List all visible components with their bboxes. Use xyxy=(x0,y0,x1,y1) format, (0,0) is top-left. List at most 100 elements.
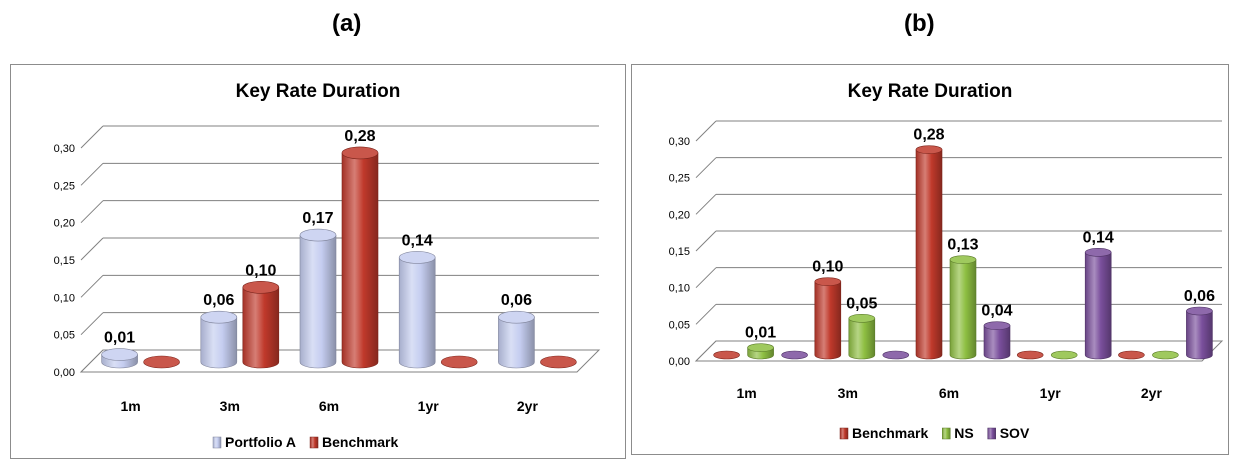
data-label: 0,10 xyxy=(245,262,276,279)
x-tick-label: 1yr xyxy=(1040,385,1062,401)
x-tick-label: 3m xyxy=(838,385,858,401)
bar-top-ns xyxy=(949,255,977,264)
y-tick-label: 0,15 xyxy=(669,246,690,258)
x-tick-label: 1m xyxy=(120,398,140,414)
bar-portfolio-a xyxy=(398,257,436,369)
bar-top-ns xyxy=(747,343,774,352)
bar-benchmark xyxy=(341,152,379,369)
bar-ns xyxy=(949,259,977,360)
legend-label: Portfolio A xyxy=(225,434,296,450)
bar-top-sov xyxy=(983,321,1011,330)
bar-top-sov xyxy=(1186,306,1213,316)
bar-sov xyxy=(1186,310,1213,360)
panel-label-b: (b) xyxy=(904,10,935,37)
data-label: 0,04 xyxy=(981,303,1012,320)
chart-a-svg: Key Rate Duration 0,00 0,05 0,10 0,15 0,20 0,2… xyxy=(54,81,601,450)
y-tick-label: 0,15 xyxy=(54,255,75,267)
y-tick-label: 0,30 xyxy=(54,143,75,155)
bar-sov xyxy=(983,325,1011,360)
y-tick-label: 0,00 xyxy=(669,356,690,368)
y-tick-label: 0,20 xyxy=(669,209,690,221)
y-tick-label: 0,05 xyxy=(669,319,690,331)
data-label: 0,17 xyxy=(302,210,333,227)
y-tick-label: 0,25 xyxy=(54,180,75,192)
y-tick-label: 0,05 xyxy=(54,330,75,342)
data-label: 0,06 xyxy=(1184,288,1215,305)
bar-portfolio-a xyxy=(498,316,535,369)
x-tick-label: 2yr xyxy=(517,398,539,414)
bar-top-sov xyxy=(1084,248,1112,257)
bar-top-benchmark xyxy=(915,145,943,154)
gridline-diagonal xyxy=(695,120,717,142)
y-tick-label: 0,25 xyxy=(669,173,690,185)
legend-swatch xyxy=(987,427,996,440)
gridline-diagonal xyxy=(695,303,717,325)
bar-ns xyxy=(848,318,876,360)
gridline-diagonal xyxy=(80,162,104,186)
legend-swatch xyxy=(212,436,222,449)
x-tick-label: 1yr xyxy=(418,398,440,414)
data-label: 0,06 xyxy=(501,292,532,309)
data-label: 0,01 xyxy=(104,330,135,347)
bar-top-benchmark xyxy=(1016,350,1044,360)
bar-benchmark xyxy=(915,149,943,360)
bar-benchmark xyxy=(814,281,842,360)
bar-top-benchmark xyxy=(440,355,478,369)
data-label: 0,28 xyxy=(344,128,375,145)
gridline-diagonal xyxy=(695,267,717,289)
y-tick-label: 0,10 xyxy=(54,292,75,304)
y-tick-label: 0,10 xyxy=(669,283,690,295)
gridline-diagonal xyxy=(80,200,104,224)
gridline-diagonal xyxy=(80,312,104,336)
data-label: 0,14 xyxy=(402,232,433,249)
legend-swatch xyxy=(839,427,849,440)
chart-b-svg: Key Rate Duration 0,00 0,05 0,10 0,15 0,20 0,2… xyxy=(669,81,1224,441)
data-label: 0,10 xyxy=(812,259,843,276)
bar-portfolio-a xyxy=(200,316,238,369)
gridline-diagonal xyxy=(695,193,717,215)
gridline-diagonal xyxy=(695,230,717,252)
legend-swatch xyxy=(942,427,951,440)
bar-top-portfolio-a xyxy=(299,228,337,242)
data-label: 0,01 xyxy=(745,325,776,342)
y-tick-label: 0,30 xyxy=(669,136,690,148)
bar-top-portfolio-a xyxy=(101,348,138,361)
bar-top-benchmark xyxy=(1118,350,1145,360)
legend-label: NS xyxy=(954,425,973,441)
legend-label: Benchmark xyxy=(322,434,398,450)
bar-top-benchmark xyxy=(540,355,577,369)
x-tick-label: 6m xyxy=(939,385,959,401)
bar-benchmark xyxy=(242,287,280,369)
bar-top-portfolio-a xyxy=(498,310,535,324)
chart-title: Key Rate Duration xyxy=(848,81,1013,102)
legend-label: Benchmark xyxy=(852,425,928,441)
bar-top-sov xyxy=(882,350,910,360)
panel-label-a: (a) xyxy=(332,10,362,37)
x-tick-label: 3m xyxy=(220,398,240,414)
legend-label: SOV xyxy=(1000,425,1030,441)
bar-top-benchmark xyxy=(814,277,842,286)
chart-title: Key Rate Duration xyxy=(236,81,401,102)
gridline-diagonal xyxy=(695,157,717,179)
data-label: 0,28 xyxy=(913,127,944,144)
bar-portfolio-a xyxy=(299,234,337,369)
bar-top-benchmark xyxy=(143,355,180,369)
bar-top-portfolio-a xyxy=(398,251,436,264)
x-tick-label: 1m xyxy=(736,385,756,401)
y-tick-label: 0,20 xyxy=(54,218,75,230)
gridline-diagonal xyxy=(80,125,104,149)
chart-b: Key Rate Duration 0,00 0,05 0,10 0,15 0,20 0,2… xyxy=(631,64,1229,455)
bar-sov xyxy=(1084,252,1112,360)
bar-top-portfolio-a xyxy=(200,310,238,324)
chart-a: Key Rate Duration 0,00 0,05 0,10 0,15 0,20 0,2… xyxy=(10,64,626,459)
bar-top-ns xyxy=(1050,350,1078,360)
legend-swatch xyxy=(309,436,319,449)
gridline-diagonal xyxy=(80,237,104,261)
x-tick-label: 6m xyxy=(319,398,339,414)
bar-top-benchmark xyxy=(341,146,379,160)
data-label: 0,05 xyxy=(846,295,877,312)
bar-top-benchmark xyxy=(242,281,280,294)
bar-top-ns xyxy=(848,314,876,323)
x-tick-label: 2yr xyxy=(1141,385,1163,401)
data-label: 0,06 xyxy=(203,292,234,309)
